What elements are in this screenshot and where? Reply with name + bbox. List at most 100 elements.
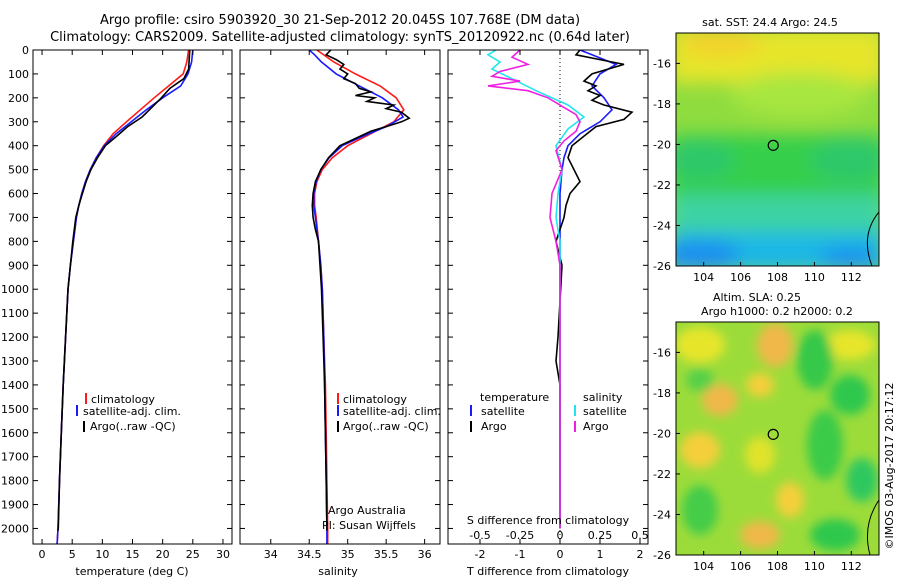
sst-map-xtick-label: 110	[804, 271, 825, 284]
difference-profile-series-1	[555, 50, 634, 529]
sla-map-y-ticks: -16 -18 -20 -22 -24 -26	[653, 346, 680, 562]
imos-timestamp-label: ©IMOS 03-Aug-2017 20:17:12	[883, 383, 896, 550]
difference-legend: temperature satellite Argo salinity sate…	[470, 391, 627, 433]
difference-axes-frame	[447, 49, 649, 545]
depth-tick-label: 1300	[1, 355, 29, 368]
sla-map-xtick-label: 108	[767, 560, 788, 573]
depth-tick-label: 0	[22, 44, 29, 57]
sla-map-xtick-label: 110	[804, 560, 825, 573]
temperature-profile-xtick-label: 20	[156, 548, 170, 561]
sst-map-xtick-label: 106	[730, 271, 751, 284]
difference-panel: -2 -1 0 1 2 -0.5 -0.25 0 0.25 0.5 S difference f…	[447, 49, 649, 578]
sst-map-panel: sat. SST: 24.4 Argo: 24.5 104 106 108 110 11…	[653, 16, 880, 284]
salinity-annotation-line-1: Argo Australia	[328, 504, 406, 517]
temperature-profile-xtick-label: 10	[95, 548, 109, 561]
sst-map-ytick-label: -18	[653, 98, 671, 111]
depth-tick-label: 1700	[1, 451, 29, 464]
temperature-profile-xtick-label: 5	[69, 548, 76, 561]
salinity-profile-xtick-label: 34	[264, 548, 278, 561]
difference-legend-t-satellite: satellite	[481, 405, 525, 418]
sla-map-xtick-label: 106	[730, 560, 751, 573]
salinity-x-label: salinity	[318, 565, 358, 578]
temperature-x-ticks: 0 5 10 15 20 25 30	[39, 50, 230, 561]
difference-profile-series-0	[559, 50, 618, 529]
header-line-1: Argo profile: csiro 5903920_30 21-Sep-20…	[100, 13, 580, 28]
sst-profile-marker	[767, 139, 779, 151]
temperature-legend: climatology satellite-adj. clim. Argo(..…	[76, 393, 181, 433]
difference-legend-salinity-title: salinity	[583, 391, 623, 404]
sla-map-x-ticks: 104 106 108 110 112	[693, 551, 862, 573]
sst-map-xtick-label: 104	[693, 271, 714, 284]
temperature-profile-xtick-label: 25	[186, 548, 200, 561]
sst-map-x-ticks: 104 106 108 110 112	[693, 262, 862, 284]
sst-map-ytick-label: -24	[653, 219, 671, 232]
depth-tick-label: 1100	[1, 307, 29, 320]
salinity-panel: 34 34.5 35 35.5 36 salinity climatology sate…	[239, 49, 441, 578]
depth-tick-label: 2000	[1, 522, 29, 535]
difference-legend-temperature-title: temperature	[480, 391, 549, 404]
depth-tick-label: 100	[8, 68, 29, 81]
sst-map-ytick-label: -16	[653, 57, 671, 70]
depth-tick-label: 1200	[1, 331, 29, 344]
difference-lines	[486, 50, 634, 529]
sla-map-ytick-label: -20	[653, 427, 671, 440]
difference-profile-xtick-label: -2	[475, 548, 486, 561]
salinity-lines	[308, 50, 411, 544]
difference-x-ticks: -2 -1 0 1 2	[448, 49, 648, 561]
sla-profile-marker	[767, 428, 779, 440]
sla-map-ytick-label: -26	[653, 549, 671, 562]
sst-map-ytick-label: -20	[653, 138, 671, 151]
difference-profile-series-2	[486, 50, 586, 529]
temperature-legend-satellite: satellite-adj. clim.	[83, 405, 181, 418]
difference-s-tick-label: -0.5	[469, 529, 490, 542]
salinity-profile-series-1	[308, 50, 405, 544]
depth-y-ticks: 0 100 200 300 400 500 600 700 800 900 1000 1100 1200…	[1, 44, 232, 535]
temperature-profile-series-0	[56, 50, 190, 544]
sla-map-xtick-label: 112	[841, 560, 862, 573]
difference-profile-xtick-label: 0	[557, 548, 564, 561]
temperature-profile-xtick-label: 30	[216, 548, 230, 561]
depth-tick-label: 500	[8, 164, 29, 177]
sla-map-ytick-label: -18	[653, 387, 671, 400]
difference-profile-xtick-label: 2	[637, 548, 644, 561]
temperature-legend-argo: Argo(..raw -QC)	[90, 420, 176, 433]
difference-t-label: T difference from climatology	[466, 565, 629, 578]
depth-tick-label: 900	[8, 259, 29, 272]
depth-tick-label: 700	[8, 211, 29, 224]
depth-tick-label: 1000	[1, 283, 29, 296]
salinity-profile-xtick-label: 35	[341, 548, 355, 561]
sst-map-title: sat. SST: 24.4 Argo: 24.5	[702, 16, 838, 29]
sla-map-ytick-label: -22	[653, 468, 671, 481]
difference-legend-t-argo: Argo	[481, 420, 507, 433]
salinity-profile-xtick-label: 36	[418, 548, 432, 561]
depth-tick-label: 800	[8, 235, 29, 248]
difference-s-tick-label: 0.5	[631, 529, 649, 542]
salinity-profile-xtick-label: 34.5	[297, 548, 322, 561]
temperature-x-label: temperature (deg C)	[75, 565, 188, 578]
depth-tick-label: 200	[8, 92, 29, 105]
difference-s-tick-label: 0.25	[588, 529, 613, 542]
difference-profile-xtick-label: -1	[515, 548, 526, 561]
sst-map-ytick-label: -22	[653, 179, 671, 192]
depth-tick-label: 1600	[1, 427, 29, 440]
header-line-2: Climatology: CARS2009. Satellite-adjuste…	[50, 30, 630, 45]
salinity-legend: climatology satellite-adj. clim. Argo(..…	[337, 393, 441, 433]
sst-map-y-ticks: -16 -18 -20 -22 -24 -26	[653, 57, 680, 273]
temperature-panel: 0 5 10 15 20 25 30 0 100 200 300 400 500 600 700 800 90…	[1, 44, 233, 578]
temperature-legend-climatology: climatology	[91, 393, 155, 406]
difference-profile-xtick-label: 1	[597, 548, 604, 561]
sst-map-xtick-label: 108	[767, 271, 788, 284]
sla-map-ytick-label: -24	[653, 508, 671, 521]
depth-tick-label: 1800	[1, 475, 29, 488]
temperature-profile-series-2	[56, 50, 191, 532]
salinity-annotation-line-2: PI: Susan Wijffels	[322, 519, 416, 532]
sst-map-ytick-label: -26	[653, 260, 671, 273]
sst-map-xtick-label: 112	[841, 271, 862, 284]
salinity-profile-series-2	[311, 50, 411, 531]
difference-s-label: S difference from climatology	[467, 514, 630, 527]
sst-map-field	[676, 33, 879, 266]
depth-tick-label: 600	[8, 188, 29, 201]
temperature-lines	[56, 50, 194, 544]
